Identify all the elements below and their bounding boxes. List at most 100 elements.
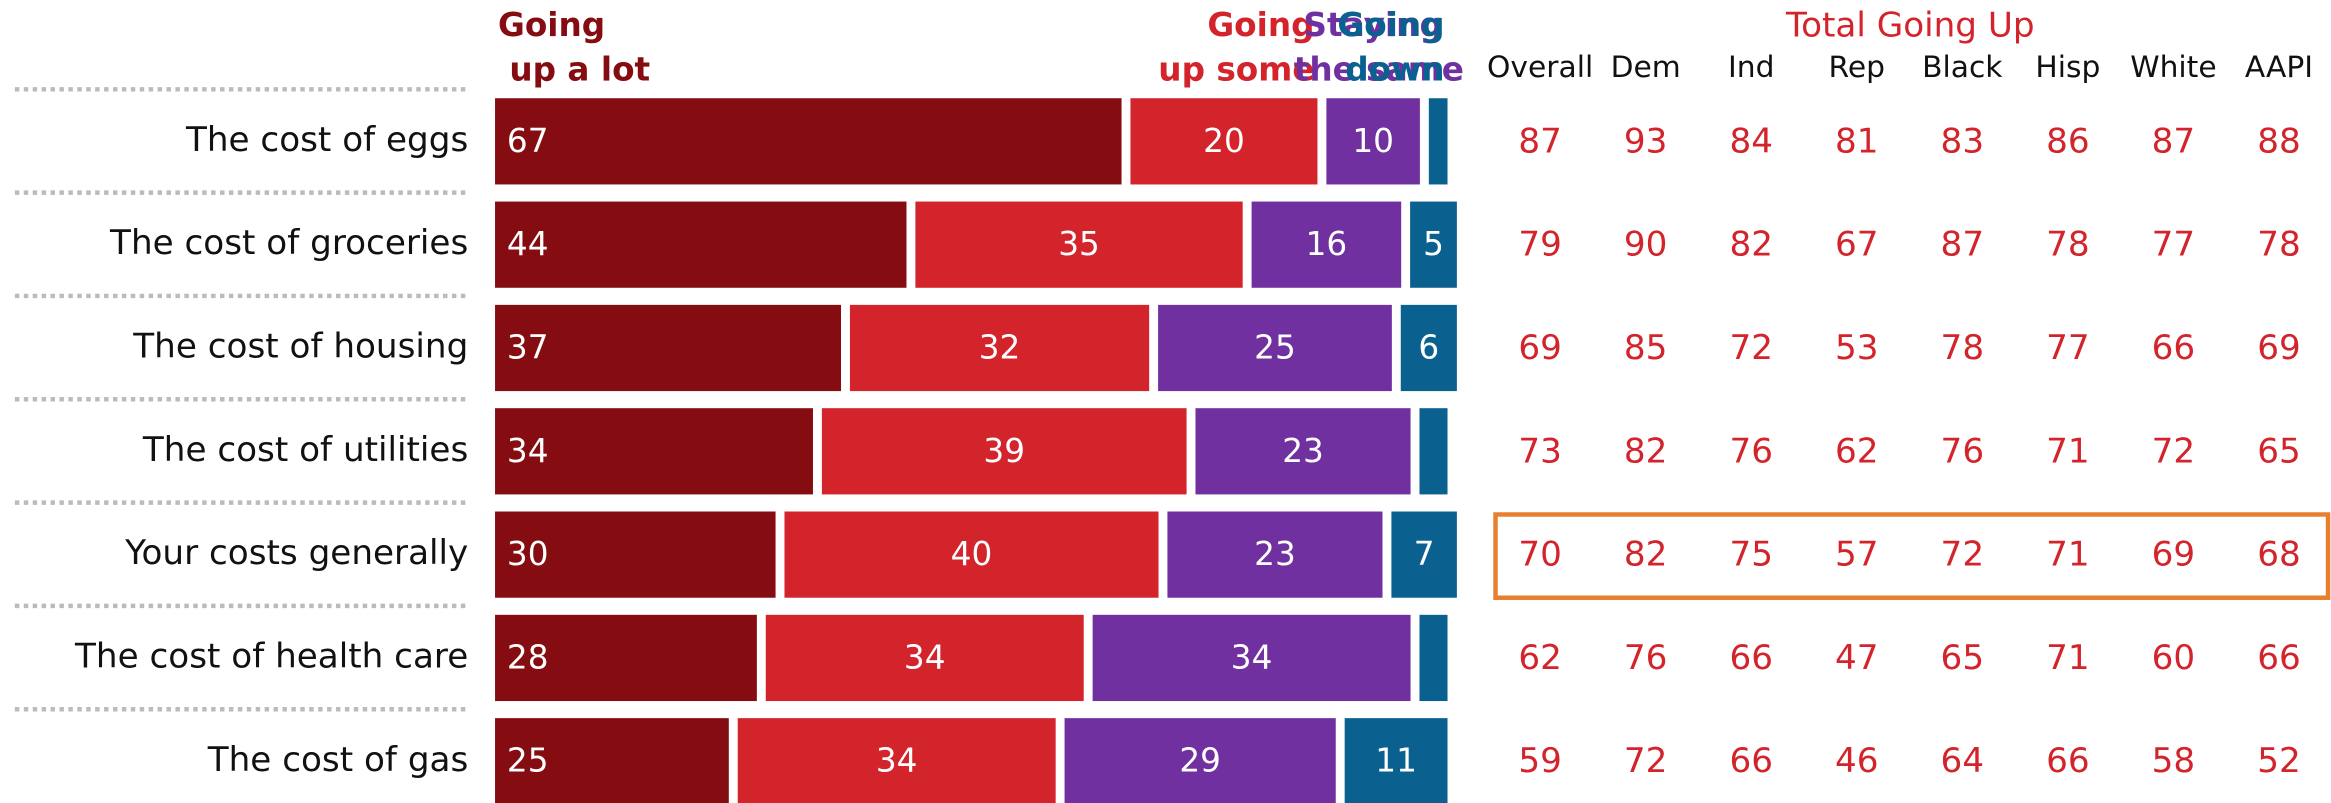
bar-segment <box>1391 511 1457 598</box>
table-cell: 66 <box>2046 741 2090 781</box>
table-cell: 87 <box>1941 225 1985 265</box>
value-label: 23 <box>1282 432 1324 470</box>
table-cell: 72 <box>1729 328 1773 368</box>
table-cell: 58 <box>2152 741 2196 781</box>
table-cell: 66 <box>1729 741 1773 781</box>
legend-line: the same <box>1282 50 1464 88</box>
table-cell: 83 <box>1941 121 1985 161</box>
table-cell: 78 <box>2257 225 2301 265</box>
table-cell: 62 <box>1835 431 1879 471</box>
table-cell: 66 <box>1729 638 1773 678</box>
table-cell: 85 <box>1624 328 1668 368</box>
column-header: AAPI <box>2245 50 2313 85</box>
table-cell: 76 <box>1729 431 1773 471</box>
bar-segment <box>1326 98 1420 185</box>
table-cell: 71 <box>2046 638 2090 678</box>
bar-segment <box>915 201 1243 288</box>
legend-label: Going down <box>1334 6 1445 89</box>
table-cell: 53 <box>1835 328 1879 368</box>
bar-segment <box>1130 98 1318 185</box>
value-label: 5 <box>1423 225 1444 263</box>
legend-line: Going <box>1207 6 1314 44</box>
value-label: 28 <box>507 638 549 676</box>
category-label: The cost of groceries <box>109 223 468 263</box>
category-label: Your costs generally <box>124 533 468 573</box>
table-cell: 67 <box>1835 225 1879 265</box>
table-cell: 66 <box>2257 638 2301 678</box>
bar-segment <box>1400 304 1457 392</box>
table-cell: 71 <box>2046 431 2090 471</box>
value-label: 7 <box>1414 535 1435 573</box>
table-cell: 75 <box>1729 535 1773 575</box>
value-label: 34 <box>507 432 549 470</box>
table-cell: 65 <box>1941 638 1985 678</box>
legend-label: Going up some <box>1147 6 1315 89</box>
bar-segment <box>1344 718 1448 803</box>
bar-segment <box>495 511 776 598</box>
category-label: The cost of health care <box>74 636 468 676</box>
bar-segment <box>1158 304 1392 392</box>
table-cell: 59 <box>1518 741 1562 781</box>
value-label: 20 <box>1203 122 1245 160</box>
table-cell: 46 <box>1835 741 1879 781</box>
column-header: Overall <box>1487 50 1593 85</box>
bar-segment <box>495 408 813 495</box>
table-cell: 84 <box>1729 121 1773 161</box>
table-cell: 87 <box>1518 121 1562 161</box>
bar-segment <box>495 304 842 392</box>
bar-segment <box>1092 614 1411 702</box>
table-cell: 78 <box>2046 225 2090 265</box>
bar-segment <box>765 614 1084 702</box>
column-header: Ind <box>1728 50 1774 85</box>
value-label: 16 <box>1306 225 1348 263</box>
value-label: 34 <box>1231 638 1273 676</box>
table-cell: 87 <box>2152 121 2196 161</box>
bar-segment <box>1428 98 1448 185</box>
column-header: Black <box>1922 50 2003 85</box>
table-cell: 82 <box>1624 535 1668 575</box>
bar-segment <box>737 718 1056 803</box>
category-label: The cost of utilities <box>142 430 468 470</box>
table-cell: 70 <box>1518 535 1562 575</box>
legend-line: Staying <box>1303 6 1442 44</box>
bar-segment <box>1419 614 1448 702</box>
legend-label: Staying the same <box>1282 6 1464 89</box>
table-cell: 72 <box>1941 535 1985 575</box>
table-cell: 79 <box>1518 225 1562 265</box>
value-label: 34 <box>876 742 918 780</box>
table-cell: 65 <box>2257 431 2301 471</box>
table-cell: 57 <box>1835 535 1879 575</box>
table-cell: 82 <box>1624 431 1668 471</box>
table-cell: 69 <box>1518 328 1562 368</box>
bar-segment <box>1195 408 1411 495</box>
table-cell: 93 <box>1624 121 1668 161</box>
bar-segment <box>1064 718 1336 803</box>
bar-segment <box>1167 511 1383 598</box>
value-label: 29 <box>1179 742 1221 780</box>
bar-segment <box>1251 201 1402 288</box>
table-cell: 72 <box>1624 741 1668 781</box>
legend-line: up some <box>1147 50 1315 88</box>
table-cell: 77 <box>2046 328 2090 368</box>
table-cell: 71 <box>2046 535 2090 575</box>
column-header: Hisp <box>2035 50 2100 85</box>
table-cell: 52 <box>2257 741 2301 781</box>
bar-segment <box>1410 201 1457 288</box>
value-label: 6 <box>1418 328 1439 366</box>
value-label: 25 <box>507 742 549 780</box>
value-label: 34 <box>904 638 946 676</box>
value-label: 23 <box>1254 535 1296 573</box>
table-cell: 86 <box>2046 121 2090 161</box>
value-label: 44 <box>507 225 549 263</box>
table-cell: 69 <box>2257 328 2301 368</box>
value-label: 39 <box>983 432 1025 470</box>
value-label: 67 <box>507 122 549 160</box>
table-cell: 73 <box>1518 431 1562 471</box>
table-cell: 76 <box>1941 431 1985 471</box>
value-label: 40 <box>951 535 993 573</box>
value-label: 30 <box>507 535 549 573</box>
table-cell: 64 <box>1941 741 1985 781</box>
value-label: 11 <box>1375 742 1417 780</box>
table-cell: 68 <box>2257 535 2301 575</box>
